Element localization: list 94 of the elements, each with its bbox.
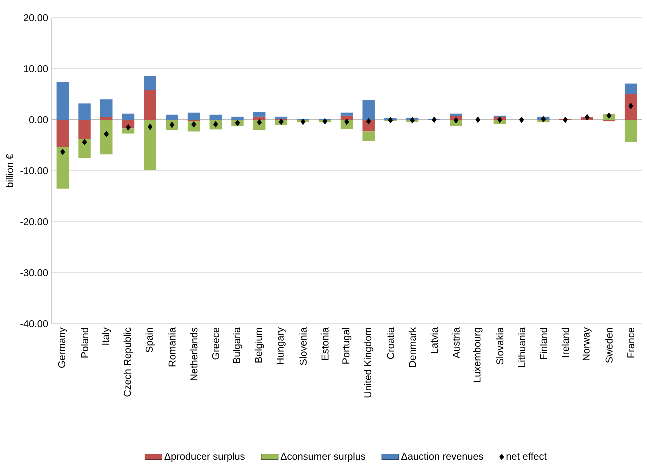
bar <box>56 82 70 120</box>
x-tick-label: Sweden <box>606 328 613 364</box>
point <box>606 112 612 120</box>
bar <box>253 112 266 117</box>
bar <box>78 120 91 140</box>
point <box>279 118 284 126</box>
bar <box>253 116 266 120</box>
x-tick-label: Norway <box>582 328 592 360</box>
point <box>82 139 88 146</box>
point <box>257 119 262 126</box>
bar <box>144 120 156 170</box>
point <box>388 117 394 124</box>
legend-label: Δproducer surplus <box>164 452 245 462</box>
bar <box>340 116 354 120</box>
legend-label: net effect <box>506 452 547 460</box>
point <box>104 131 110 138</box>
bar <box>144 76 156 90</box>
x-tick-label: Croatia <box>387 328 394 360</box>
bar <box>166 114 178 120</box>
point <box>454 117 459 124</box>
bar <box>78 139 91 158</box>
bar <box>340 112 354 116</box>
point <box>410 117 415 124</box>
bar <box>188 112 200 120</box>
y-tick-label: -40.00 <box>20 320 48 328</box>
point <box>563 116 568 124</box>
bar <box>78 104 91 120</box>
bar <box>56 147 70 189</box>
bar <box>624 84 638 94</box>
bar <box>362 132 375 142</box>
point <box>498 116 502 124</box>
x-tick-label: Slovenia <box>300 328 307 366</box>
x-tick-label: Finland <box>540 328 548 360</box>
x-tick-label: Denmark <box>408 328 416 368</box>
bar <box>624 94 638 120</box>
y-axis-title: billion € <box>6 154 14 188</box>
x-tick-label: Estonia <box>321 328 329 360</box>
point <box>344 118 350 126</box>
point <box>476 116 481 124</box>
x-tick-label: Austria <box>452 328 460 359</box>
bar <box>450 114 462 116</box>
y-tick-label: 10.00 <box>24 65 48 73</box>
bar <box>100 100 113 118</box>
x-tick-label: Latvia <box>430 328 438 354</box>
bar <box>144 90 156 120</box>
x-tick-label: France <box>628 328 635 358</box>
x-tick-label: Germany <box>58 328 68 368</box>
bar <box>232 116 244 120</box>
point <box>584 114 590 121</box>
legend-label: Δauction revenues <box>402 452 484 460</box>
x-tick-label: Portugal <box>342 328 352 364</box>
x-tick-label: Netherlands <box>190 328 198 380</box>
x-tick-label: Bulgaria <box>233 328 242 364</box>
y-tick-label: 20.00 <box>24 14 48 22</box>
x-tick-label: Hungary <box>276 328 286 364</box>
point <box>300 118 306 126</box>
point <box>519 116 524 124</box>
x-tick-label: Belgium <box>254 328 264 363</box>
y-tick-label: -10.00 <box>20 167 48 175</box>
y-tick-label: -20.00 <box>20 218 48 226</box>
point <box>235 120 240 126</box>
point <box>126 124 131 131</box>
point <box>170 122 175 128</box>
x-tick-label: Greece <box>212 328 220 360</box>
y-tick-label: -30.00 <box>20 269 48 277</box>
legend-label: Δconsumer surplus <box>280 452 366 462</box>
x-tick-label: United Kingdom <box>364 328 374 398</box>
x-tick-label: Poland <box>81 328 88 358</box>
y-tick-label: 0.00 <box>29 116 48 124</box>
x-tick-label: Ireland <box>562 328 570 358</box>
bar <box>100 120 113 155</box>
point <box>192 121 196 128</box>
x-tick-label: Italy <box>102 328 112 345</box>
bar <box>210 114 222 120</box>
bar <box>362 100 375 120</box>
bar <box>624 120 638 142</box>
bar <box>56 120 70 148</box>
point <box>628 103 634 110</box>
x-tick-label: Romania <box>168 328 176 367</box>
point <box>213 121 218 128</box>
x-tick-label: Lithuania <box>518 328 526 368</box>
x-tick-label: Luxembourg <box>473 328 483 382</box>
point <box>432 116 437 124</box>
point <box>148 124 153 130</box>
bar <box>122 128 135 134</box>
x-tick-label: Czech Republic <box>124 328 134 397</box>
point <box>541 116 546 123</box>
point <box>322 118 328 125</box>
x-tick-label: Spain <box>146 328 155 353</box>
point <box>366 118 372 125</box>
bar <box>122 114 135 120</box>
x-tick-label: Slovakia <box>496 328 504 365</box>
bar <box>100 117 113 120</box>
point <box>60 148 66 156</box>
